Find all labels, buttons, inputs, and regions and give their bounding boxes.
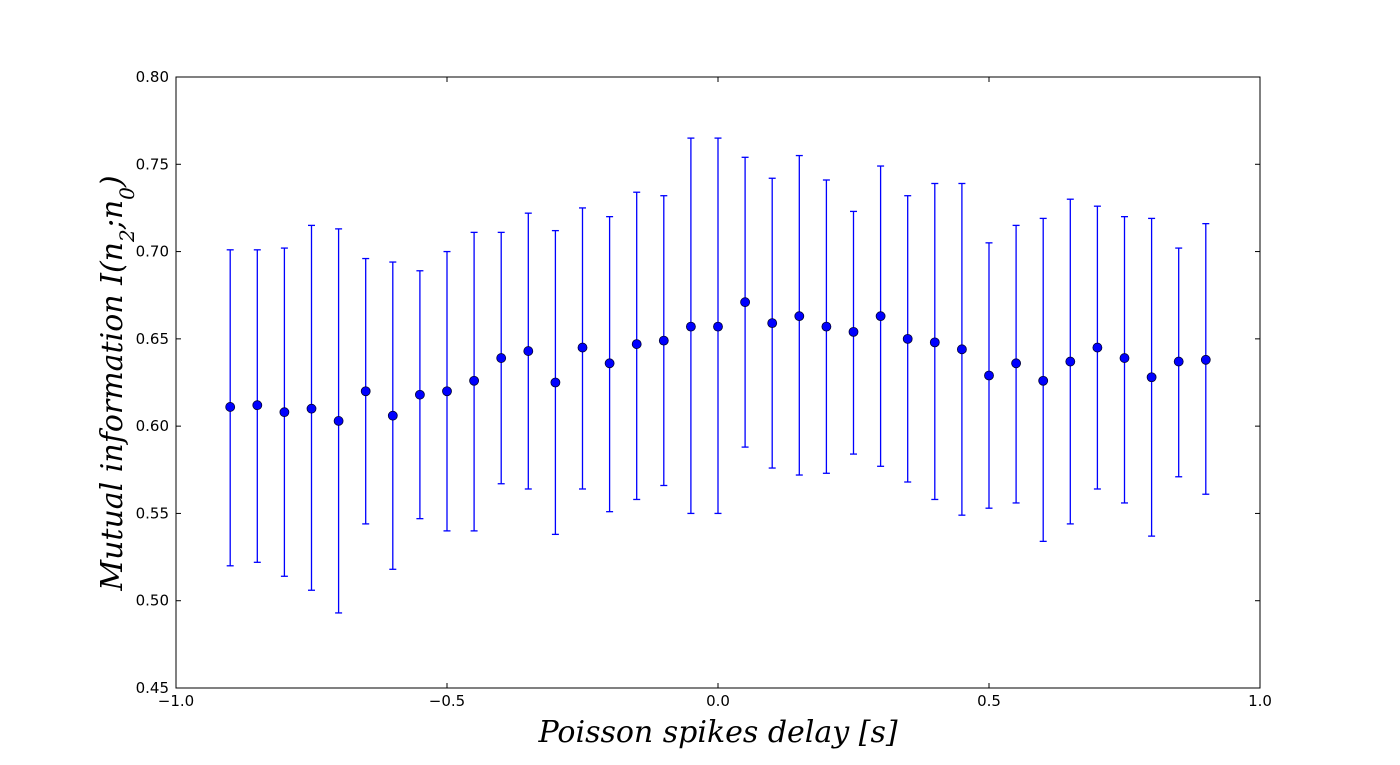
data-point <box>1119 353 1130 363</box>
data-point <box>333 416 344 426</box>
data-point <box>740 297 750 308</box>
x-tick-label: 0.5 <box>977 692 1001 710</box>
data-point <box>1173 356 1184 367</box>
data-point <box>550 377 561 388</box>
x-tick-label: −1.0 <box>158 692 194 710</box>
data-point <box>875 311 886 322</box>
data-point <box>929 337 940 348</box>
y-axis-label-sub2: 0 <box>115 187 139 200</box>
data-point <box>387 410 398 421</box>
data-point <box>631 339 642 349</box>
data-point <box>686 321 696 332</box>
x-tick-labels: −1.0 −0.5 0.0 0.5 1.0 <box>158 692 1272 710</box>
data-point <box>469 375 480 386</box>
y-axis-label-middle: ;n <box>95 200 130 230</box>
data-point <box>1092 342 1103 353</box>
data-point <box>984 370 994 381</box>
data-point <box>225 402 236 412</box>
x-tick-label: −0.5 <box>429 692 465 710</box>
data-point <box>604 358 615 369</box>
data-point <box>848 326 859 337</box>
y-tick-label: 0.50 <box>136 592 169 610</box>
y-tick-label: 0.45 <box>136 679 169 697</box>
y-tick-label: 0.65 <box>136 330 169 348</box>
data-point <box>658 335 669 346</box>
x-axis-label: Poisson spikes delay [s] <box>537 715 897 750</box>
y-axis-label-prefix: Mutual information I(n <box>95 242 130 592</box>
data-point <box>1065 356 1076 367</box>
data-point <box>1011 358 1021 369</box>
y-tick-label: 0.75 <box>136 155 169 173</box>
y-tick-label: 0.80 <box>136 68 169 86</box>
axis-ticks <box>175 76 1261 689</box>
x-tick-label: 0.0 <box>706 692 730 710</box>
y-tick-label: 0.55 <box>136 504 169 522</box>
data-point <box>360 386 371 397</box>
data-point <box>279 407 290 418</box>
data-point <box>794 311 805 322</box>
y-axis-label-suffix: ) <box>95 175 130 188</box>
y-tick-label: 0.70 <box>136 243 169 261</box>
data-point <box>1146 372 1157 383</box>
data-point <box>577 342 588 353</box>
data-point <box>1038 375 1049 386</box>
x-tick-label: 1.0 <box>1248 692 1272 710</box>
data-point <box>442 386 452 397</box>
data-point <box>957 344 967 355</box>
data-point <box>1200 354 1211 365</box>
y-tick-labels: 0.45 0.50 0.55 0.60 0.65 0.70 0.75 0.80 <box>136 68 169 697</box>
data-point <box>902 333 913 344</box>
y-axis-label-sub1: 2 <box>115 229 139 243</box>
data-points <box>225 297 1211 426</box>
data-point <box>252 400 263 411</box>
y-axis-label: Mutual information I(n2;n0) <box>95 175 139 591</box>
data-point <box>523 346 534 356</box>
data-point <box>821 321 832 332</box>
data-point <box>414 389 425 400</box>
y-tick-label: 0.60 <box>136 417 169 435</box>
data-point <box>713 321 723 332</box>
data-point <box>496 353 507 363</box>
data-point <box>306 403 317 414</box>
data-point <box>767 318 778 329</box>
